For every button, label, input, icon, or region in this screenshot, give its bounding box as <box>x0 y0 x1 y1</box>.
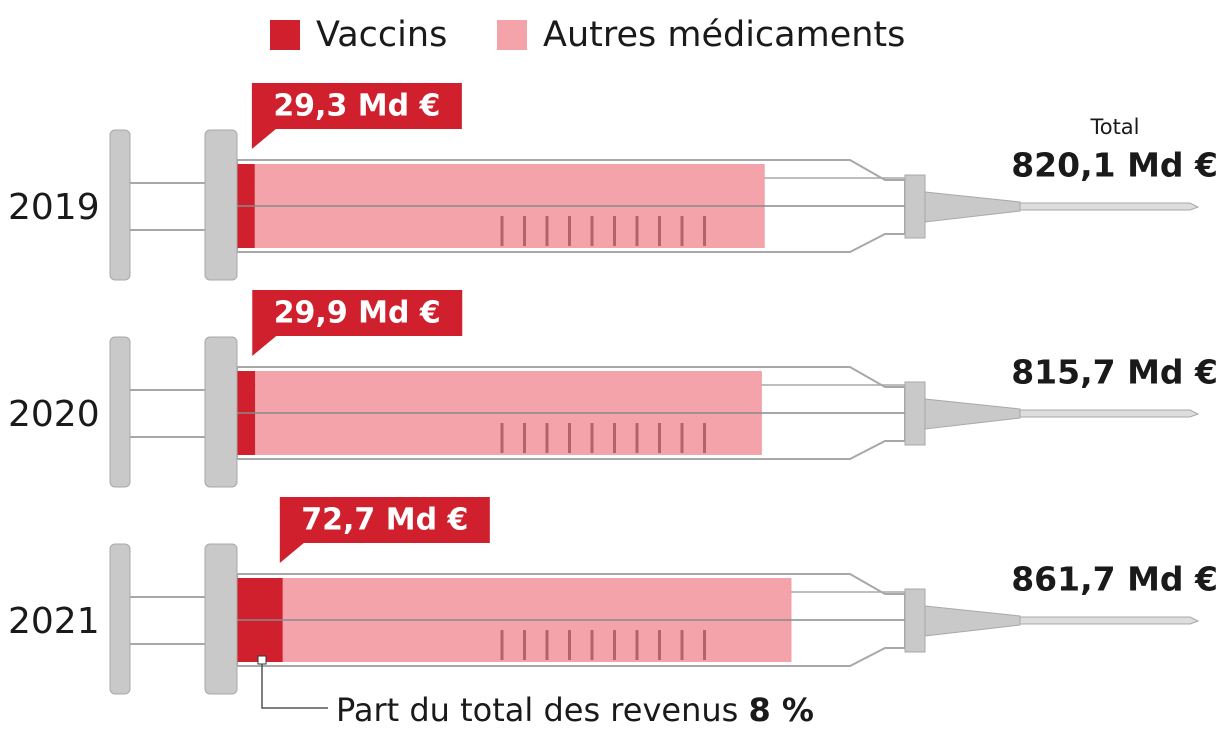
legend-label: Autres médicaments <box>543 15 905 55</box>
hub <box>905 175 925 238</box>
legend-swatch <box>497 20 527 50</box>
plunger-end <box>110 130 130 280</box>
needle <box>1020 203 1198 210</box>
flange <box>205 544 237 694</box>
total-label: 861,7 Md € <box>1011 560 1218 599</box>
total-title: Total <box>1089 115 1139 139</box>
value-label: 72,7 Md € <box>301 503 468 538</box>
annotation-leader <box>262 660 328 708</box>
syringe: 2020 29,9 Md € 815,7 Md € <box>8 290 1218 487</box>
annotation-value: 8 % <box>748 691 813 729</box>
legend: Vaccins Autres médicaments <box>270 15 905 55</box>
needle <box>1020 410 1198 417</box>
value-label: 29,3 Md € <box>273 89 440 124</box>
needle-cone <box>925 399 1020 429</box>
annotation-dot <box>258 656 266 664</box>
category-label: 2020 <box>8 394 100 435</box>
annotation-text: Part du total des revenus <box>336 691 738 729</box>
legend-label: Vaccins <box>316 15 447 55</box>
total-label: 820,1 Md € <box>1011 146 1218 185</box>
needle-cone <box>925 606 1020 636</box>
plunger-end <box>110 337 130 487</box>
flange <box>205 130 237 280</box>
legend-swatch <box>270 20 300 50</box>
chart: Vaccins Autres médicaments Total 2019 29,3 … <box>0 0 1222 729</box>
rows: Total 2019 29,3 Md € 820,1 Md € 2020 29,9 Md … <box>8 83 1218 694</box>
annotation: Part du total des revenus 8 % <box>336 691 814 729</box>
syringe: 2019 29,3 Md € 820,1 Md € <box>8 83 1218 280</box>
hub <box>905 382 925 445</box>
needle <box>1020 617 1198 624</box>
category-label: 2019 <box>8 187 100 228</box>
flange <box>205 337 237 487</box>
needle-cone <box>925 192 1020 222</box>
value-label: 29,9 Md € <box>274 296 441 331</box>
syringe: 2021 72,7 Md € 861,7 Md € <box>8 497 1218 694</box>
total-label: 815,7 Md € <box>1011 353 1218 392</box>
category-label: 2021 <box>8 601 100 642</box>
plunger-end <box>110 544 130 694</box>
hub <box>905 589 925 652</box>
